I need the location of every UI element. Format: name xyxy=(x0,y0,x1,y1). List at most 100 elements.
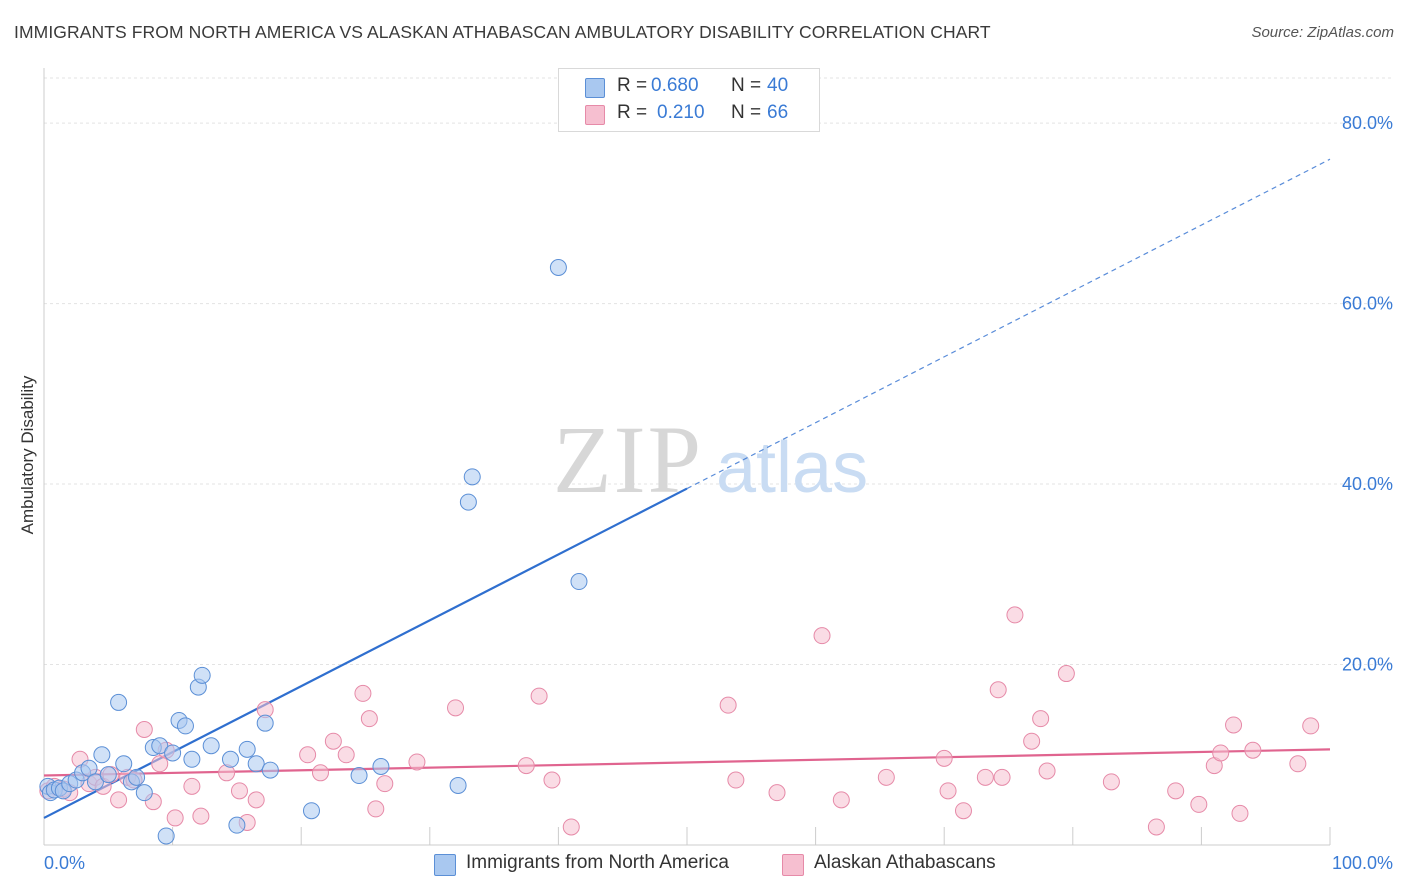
point-alaskan-athabascans xyxy=(768,784,786,802)
point-immigrants-north-america xyxy=(202,737,220,755)
point-alaskan-athabascans xyxy=(299,746,317,764)
point-immigrants-north-america xyxy=(463,468,481,486)
point-immigrants-north-america xyxy=(247,755,265,773)
points-layer xyxy=(39,258,1320,845)
point-alaskan-athabascans xyxy=(530,687,548,705)
point-alaskan-athabascans xyxy=(939,782,957,800)
point-alaskan-athabascans xyxy=(935,749,953,767)
point-immigrants-north-america xyxy=(261,761,279,779)
point-alaskan-athabascans xyxy=(727,771,745,789)
legend-n-label: N = xyxy=(731,75,762,96)
point-immigrants-north-america xyxy=(221,750,239,768)
point-immigrants-north-america xyxy=(449,776,467,794)
point-alaskan-athabascans xyxy=(877,768,895,786)
legend-n-value: 66 xyxy=(767,102,789,123)
point-alaskan-athabascans xyxy=(1147,818,1165,836)
point-immigrants-north-america xyxy=(238,740,256,758)
source-credit: Source: ZipAtlas.com xyxy=(1251,24,1394,41)
point-alaskan-athabascans xyxy=(247,791,265,809)
point-alaskan-athabascans xyxy=(354,684,372,702)
point-alaskan-athabascans xyxy=(110,791,128,809)
point-alaskan-athabascans xyxy=(192,807,210,825)
point-alaskan-athabascans xyxy=(976,768,994,786)
watermark-atlas: atlas xyxy=(716,428,868,508)
point-alaskan-athabascans xyxy=(954,802,972,820)
point-alaskan-athabascans xyxy=(337,746,355,764)
point-alaskan-athabascans xyxy=(1289,755,1307,773)
point-immigrants-north-america xyxy=(302,802,320,820)
point-alaskan-athabascans xyxy=(543,771,561,789)
chart-title: IMMIGRANTS FROM NORTH AMERICA VS ALASKAN… xyxy=(14,22,991,42)
point-immigrants-north-america xyxy=(256,714,274,732)
point-immigrants-north-america xyxy=(193,666,211,684)
point-alaskan-athabascans xyxy=(1102,773,1120,791)
x-tick-label: 100.0% xyxy=(1332,853,1393,873)
legend-n-value: 40 xyxy=(767,75,789,96)
point-alaskan-athabascans xyxy=(376,775,394,793)
y-tick-label: 40.0% xyxy=(1342,474,1393,494)
point-alaskan-athabascans xyxy=(1032,710,1050,728)
y-axis-label: Ambulatory Disability xyxy=(18,375,37,535)
point-immigrants-north-america xyxy=(176,717,194,735)
point-alaskan-athabascans xyxy=(989,681,1007,699)
legend-swatch-pink xyxy=(585,105,605,125)
stats-legend: R = 0.680 N = 40 R = 0.210 N = 66 xyxy=(558,68,820,132)
point-alaskan-athabascans xyxy=(517,757,535,775)
legend-swatch-blue xyxy=(585,78,605,98)
point-alaskan-athabascans xyxy=(1057,665,1075,683)
point-alaskan-athabascans xyxy=(1167,782,1185,800)
legend-n-label: N = xyxy=(731,102,762,123)
point-alaskan-athabascans xyxy=(360,710,378,728)
point-alaskan-athabascans xyxy=(1302,717,1320,735)
point-alaskan-athabascans xyxy=(166,809,184,827)
point-alaskan-athabascans xyxy=(993,768,1011,786)
point-immigrants-north-america xyxy=(549,258,567,276)
point-alaskan-athabascans xyxy=(311,764,329,782)
y-tick-label: 80.0% xyxy=(1342,113,1393,133)
watermark: ZIP atlas xyxy=(553,406,868,513)
point-immigrants-north-america xyxy=(350,767,368,785)
point-alaskan-athabascans xyxy=(1225,716,1243,734)
trend-line-immigrants-solid xyxy=(43,487,688,819)
point-alaskan-athabascans xyxy=(408,753,426,771)
point-alaskan-athabascans xyxy=(367,800,385,818)
point-alaskan-athabascans xyxy=(183,777,201,795)
point-alaskan-athabascans xyxy=(1244,741,1262,759)
point-alaskan-athabascans xyxy=(135,720,153,738)
point-alaskan-athabascans xyxy=(1023,732,1041,750)
point-immigrants-north-america xyxy=(128,768,146,786)
legend-r-value: 0.680 xyxy=(651,75,699,96)
point-immigrants-north-america xyxy=(228,816,246,834)
point-immigrants-north-america xyxy=(570,573,588,591)
point-alaskan-athabascans xyxy=(832,791,850,809)
point-immigrants-north-america xyxy=(115,755,133,773)
point-immigrants-north-america xyxy=(86,773,104,791)
point-alaskan-athabascans xyxy=(562,818,580,836)
series-swatch-pink xyxy=(782,854,804,876)
point-immigrants-north-america xyxy=(99,766,117,784)
point-alaskan-athabascans xyxy=(1006,606,1024,624)
point-alaskan-athabascans xyxy=(230,782,248,800)
point-alaskan-athabascans xyxy=(719,696,737,714)
point-immigrants-north-america xyxy=(151,737,169,755)
point-immigrants-north-america xyxy=(183,750,201,768)
point-immigrants-north-america xyxy=(110,693,128,711)
point-immigrants-north-america xyxy=(93,746,111,764)
trend-layer xyxy=(43,158,1331,819)
point-alaskan-athabascans xyxy=(1190,795,1208,813)
legend-r-value: 0.210 xyxy=(657,102,705,123)
point-immigrants-north-america xyxy=(372,757,390,775)
watermark-zip: ZIP xyxy=(553,406,703,513)
point-alaskan-athabascans xyxy=(1212,744,1230,762)
point-immigrants-north-america xyxy=(135,784,153,802)
legend-r-label: R = xyxy=(617,75,648,96)
series-swatch-blue xyxy=(434,854,456,876)
y-tick-label: 20.0% xyxy=(1342,655,1393,675)
trend-line-immigrants-dashed xyxy=(686,158,1331,490)
series-name: Alaskan Athabascans xyxy=(814,852,996,873)
point-alaskan-athabascans xyxy=(324,732,342,750)
grid-layer xyxy=(44,77,1394,666)
series-name: Immigrants from North America xyxy=(466,852,729,873)
axes-layer xyxy=(43,68,1331,846)
